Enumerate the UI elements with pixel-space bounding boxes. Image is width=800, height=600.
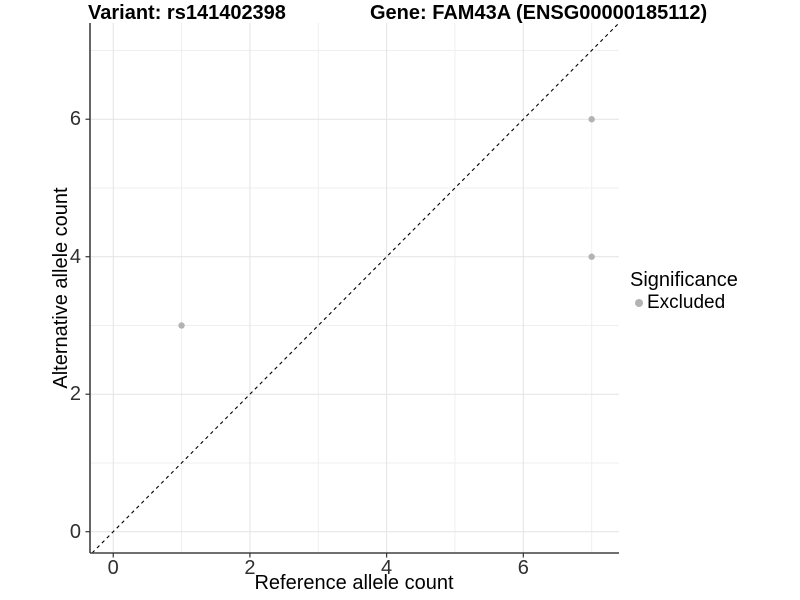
legend-title: Significance xyxy=(630,269,738,291)
x-axis-title: Reference allele count xyxy=(254,572,454,594)
x-tick-label: 0 xyxy=(107,557,119,579)
y-axis-title: Alternative allele count xyxy=(50,187,72,389)
data-point xyxy=(588,116,595,123)
data-point xyxy=(178,322,185,329)
legend-point-icon xyxy=(635,298,643,307)
y-tick-label: 4 xyxy=(69,245,81,268)
plot-title-gene: Gene: FAM43A (ENSG00000185112) xyxy=(370,2,708,24)
identity-dashed-line xyxy=(91,22,620,554)
legend: Significance Excluded xyxy=(630,269,738,314)
x-tick-label: 6 xyxy=(517,557,529,579)
x-tick-label: 2 xyxy=(244,557,256,579)
plot-title-variant: Variant: rs141402398 xyxy=(88,2,286,24)
y-tick-label: 2 xyxy=(69,383,81,406)
legend-item-label: Excluded xyxy=(647,292,726,313)
x-tick-label: 4 xyxy=(381,557,393,579)
y-tick-label: 0 xyxy=(69,520,81,543)
data-point xyxy=(588,253,595,260)
legend-item-excluded: Excluded xyxy=(630,292,738,313)
y-tick-label: 6 xyxy=(69,108,81,131)
